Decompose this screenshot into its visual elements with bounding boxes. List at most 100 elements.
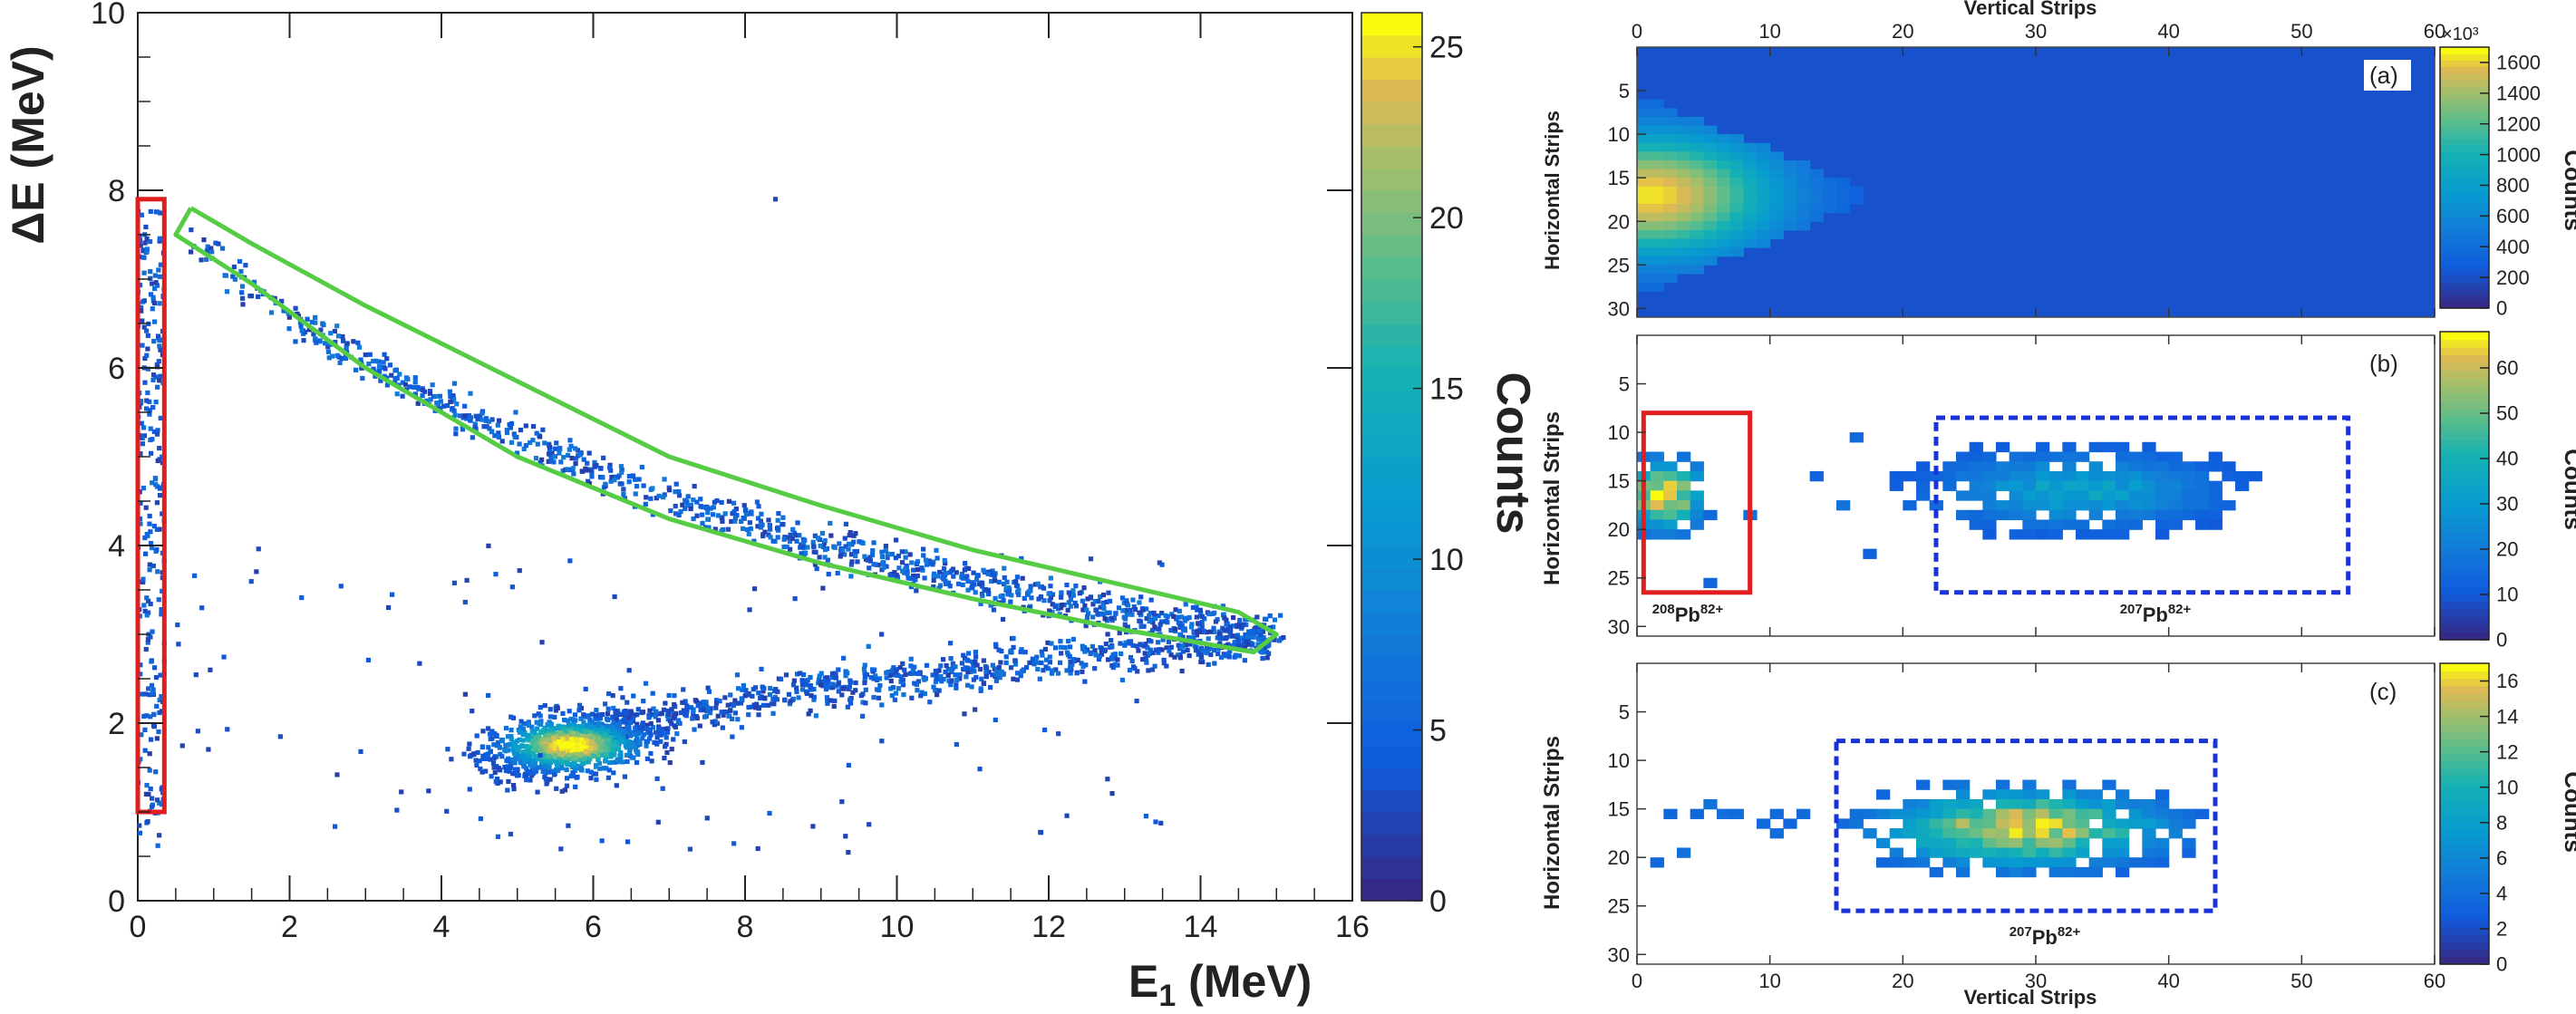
data-point <box>1000 616 1006 623</box>
x-tick-label: 10 <box>1758 970 1780 992</box>
heatmap-cell <box>1637 186 1651 197</box>
data-point <box>153 400 159 405</box>
data-point <box>1190 636 1196 642</box>
heatmap-cell <box>2022 857 2037 868</box>
heatmap-cell <box>1783 204 1797 214</box>
data-point <box>641 732 646 738</box>
panel-a-colorbar-cell <box>2440 275 2489 283</box>
data-point <box>142 608 148 613</box>
heatmap-cell <box>2142 857 2156 868</box>
data-point <box>645 739 651 744</box>
data-point <box>1194 644 1199 651</box>
data-point <box>533 735 538 740</box>
data-point <box>1143 814 1149 819</box>
x-tick-label-top: 40 <box>2157 20 2179 43</box>
data-point <box>648 732 654 738</box>
heatmap-cell <box>1729 169 1744 179</box>
heatmap-cell <box>1889 847 1903 858</box>
heatmap-cell <box>1942 798 1957 810</box>
data-point <box>1048 575 1053 581</box>
data-point <box>981 658 986 663</box>
data-point <box>616 758 622 765</box>
data-point <box>1266 651 1272 656</box>
data-point <box>849 559 855 565</box>
heatmap-cell <box>1637 229 1651 240</box>
data-point <box>615 475 620 480</box>
data-point <box>1070 593 1076 598</box>
data-point <box>553 739 558 745</box>
heatmap-cell <box>1677 134 1691 144</box>
heatmap-cell <box>1903 798 1917 810</box>
data-point <box>619 738 625 743</box>
data-point <box>605 729 611 734</box>
data-point <box>943 560 948 566</box>
heatmap-cell <box>2102 837 2116 849</box>
data-point <box>998 671 1003 677</box>
heatmap-cell <box>1650 282 1664 292</box>
heatmap-cells <box>1650 779 2210 878</box>
data-point <box>543 743 548 749</box>
data-point <box>621 491 626 497</box>
panel-a-colorbar-tick-label: 800 <box>2496 174 2530 197</box>
panel-c-colorbar-cell <box>2440 760 2489 769</box>
data-point <box>756 706 761 711</box>
heatmap-cell <box>1796 195 1811 205</box>
data-point <box>1230 623 1235 629</box>
data-point <box>1201 628 1207 634</box>
data-point <box>565 744 570 749</box>
panel-a-colorbar-cell <box>2440 158 2489 166</box>
data-point <box>679 710 684 716</box>
data-point <box>889 668 895 673</box>
data-point <box>678 508 683 515</box>
heatmap-cell <box>2009 509 2023 521</box>
data-point <box>150 796 155 801</box>
data-point <box>153 674 160 681</box>
data-point <box>1085 596 1090 602</box>
heatmap-cell <box>2102 808 2116 819</box>
data-point <box>1041 668 1046 673</box>
heatmap-cell <box>2195 490 2210 501</box>
data-point <box>599 838 605 844</box>
data-point <box>580 468 586 474</box>
data-point <box>157 343 162 349</box>
data-point <box>373 358 379 363</box>
data-point <box>140 255 146 260</box>
data-point <box>1218 654 1225 661</box>
data-point <box>555 705 560 710</box>
heatmap-cell <box>1809 186 1824 197</box>
data-point <box>453 431 459 437</box>
heatmap-cell <box>1717 142 1731 152</box>
data-point <box>486 745 491 750</box>
data-point <box>582 756 587 761</box>
heatmap-cell <box>2155 480 2170 491</box>
panel-b-colorbar-cell <box>2440 508 2489 517</box>
data-point <box>789 536 795 541</box>
data-point <box>588 468 594 473</box>
heatmap-cell <box>1783 169 1797 179</box>
heatmap-cell <box>1796 204 1811 214</box>
data-point <box>564 760 569 766</box>
data-point <box>1119 595 1126 601</box>
heatmap-cell <box>1809 470 1824 482</box>
panel-c-colorbar-cell <box>2440 828 2489 837</box>
heatmap-cell <box>2062 847 2077 858</box>
data-point <box>576 751 581 758</box>
data-point <box>741 526 746 532</box>
data-point <box>631 693 636 699</box>
data-point <box>703 505 710 511</box>
panel-c-ylabel: Horizontal Strips <box>1540 736 1564 910</box>
heatmap-cell <box>2155 847 2170 858</box>
heatmap-cell <box>2116 847 2130 858</box>
data-point <box>778 676 784 682</box>
data-point <box>1208 629 1214 634</box>
data-point <box>1159 619 1165 624</box>
data-point <box>732 518 738 524</box>
data-point <box>293 305 298 311</box>
data-point <box>542 702 547 709</box>
data-point <box>1053 645 1059 651</box>
data-point <box>451 397 457 402</box>
data-point <box>585 768 590 774</box>
data-point <box>739 725 744 730</box>
data-point <box>499 439 505 444</box>
heatmap-cell <box>1769 828 1784 839</box>
